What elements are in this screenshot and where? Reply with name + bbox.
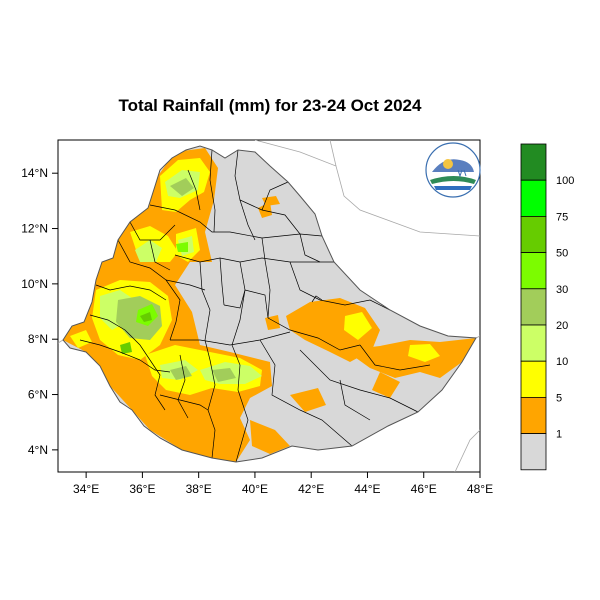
- x-tick-label: 40°E: [242, 482, 268, 496]
- colorbar-label: 50: [556, 248, 568, 260]
- x-axis-ticks: 34°E 36°E 38°E 40°E 42°E 44°E 46°E 48°E: [73, 472, 493, 496]
- colorbar-swatch: [520, 143, 547, 181]
- x-tick-label: 38°E: [186, 482, 212, 496]
- colorbar-label: 75: [556, 211, 568, 223]
- colorbar-label: 30: [556, 284, 568, 296]
- colorbar-label: 5: [556, 392, 562, 404]
- map-title: Total Rainfall (mm) for 23-24 Oct 2024: [118, 96, 422, 115]
- colorbar-label: 20: [556, 320, 568, 332]
- colorbar-swatch: [520, 396, 547, 434]
- x-tick-label: 36°E: [129, 482, 155, 496]
- rainfall-colorbar: 100 75 50 30 20 10 5 1: [520, 143, 574, 471]
- y-axis-ticks: 14°N 12°N 10°N 8°N 6°N 4°N: [21, 166, 58, 457]
- y-tick-label: 12°N: [21, 222, 48, 236]
- x-tick-label: 44°E: [354, 482, 380, 496]
- colorbar-swatch: [520, 215, 547, 253]
- x-tick-label: 34°E: [73, 482, 99, 496]
- colorbar-swatch: [520, 252, 547, 290]
- region-boundaries: [79, 149, 431, 462]
- x-tick-label: 46°E: [411, 482, 437, 496]
- colorbar-label: 1: [556, 429, 562, 441]
- ethiopia-meteorology-institute-logo: [425, 142, 481, 198]
- x-tick-label: 48°E: [467, 482, 493, 496]
- colorbar-swatch: [520, 433, 547, 471]
- neighbor-boundaries: [58, 140, 480, 472]
- rainfall-shading: [63, 148, 476, 462]
- colorbar-label: 100: [556, 175, 574, 187]
- colorbar-label: 10: [556, 356, 568, 368]
- colorbar-swatch: [520, 360, 547, 398]
- country-outline: [62, 145, 477, 463]
- y-tick-label: 8°N: [28, 332, 48, 346]
- y-tick-label: 14°N: [21, 166, 48, 180]
- y-tick-label: 10°N: [21, 277, 48, 291]
- x-tick-label: 42°E: [298, 482, 324, 496]
- colorbar-swatch: [520, 288, 547, 326]
- y-tick-label: 4°N: [28, 443, 48, 457]
- colorbar-swatch: [520, 179, 547, 217]
- colorbar-swatch: [520, 324, 547, 362]
- y-tick-label: 6°N: [28, 388, 48, 402]
